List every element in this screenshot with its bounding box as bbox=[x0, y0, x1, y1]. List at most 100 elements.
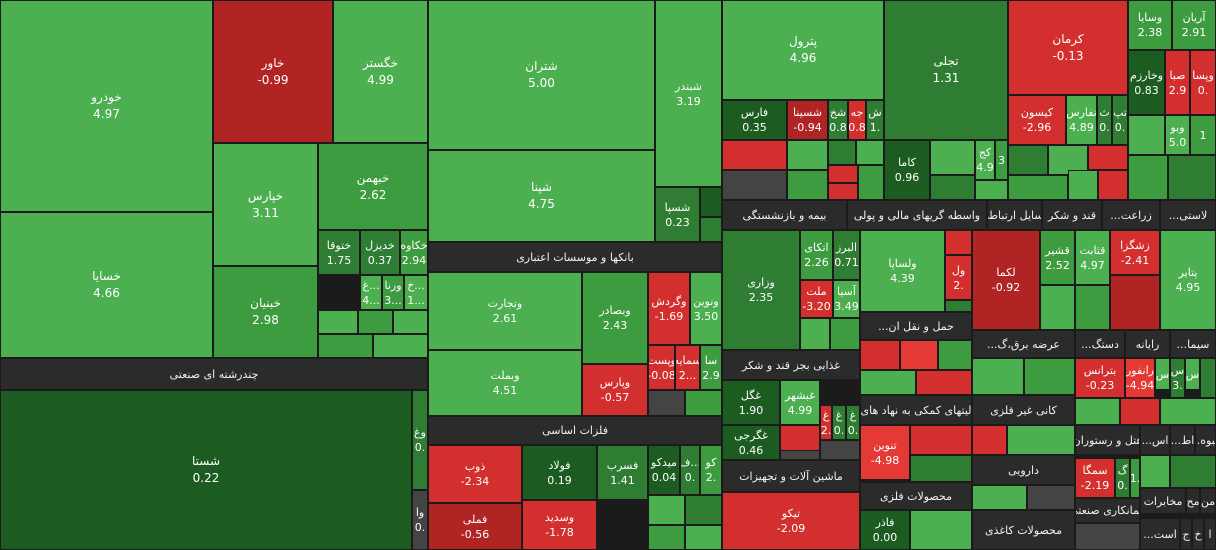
stock-tile[interactable]: وسدید -1.78 bbox=[522, 500, 597, 550]
sector-header: انبوه... bbox=[1195, 425, 1216, 455]
stock-tile[interactable]: گ 0. bbox=[1115, 458, 1130, 498]
stock-tile[interactable]: وپسا 0. bbox=[1190, 50, 1216, 115]
stock-tile[interactable]: البرز 0.71 bbox=[833, 230, 860, 280]
stock-tile[interactable]: خکاوه 2.94 bbox=[400, 230, 428, 275]
stock-tile bbox=[685, 495, 722, 525]
sector-header: اس... bbox=[1140, 425, 1170, 455]
stock-tile[interactable]: کرمان -0.13 bbox=[1008, 0, 1128, 95]
stock-tile[interactable]: غ 0. bbox=[832, 405, 846, 440]
stock-tile[interactable]: غبشهر 4.99 bbox=[780, 380, 820, 425]
stock-tile[interactable]: وزاری 2.35 bbox=[722, 230, 800, 350]
stock-tile[interactable]: آسیا 3.49 bbox=[833, 280, 860, 318]
stock-tile[interactable]: وگردش -1.69 bbox=[648, 272, 690, 345]
sector-header: اط... bbox=[1170, 425, 1195, 455]
stock-symbol: وسایا bbox=[1137, 11, 1163, 24]
stock-tile[interactable]: وبصادر 2.43 bbox=[582, 272, 648, 364]
stock-tile[interactable]: شخ 0.8 bbox=[828, 100, 848, 140]
stock-tile[interactable]: 3 bbox=[995, 140, 1008, 180]
stock-change: 2.52 bbox=[1045, 258, 1070, 272]
stock-tile[interactable]: پتایر 4.95 bbox=[1160, 230, 1216, 330]
stock-tile[interactable]: وا 0. bbox=[412, 490, 428, 550]
stock-tile[interactable]: اتکای 2.26 bbox=[800, 230, 833, 280]
stock-tile[interactable]: تیکو -2.09 bbox=[722, 492, 860, 550]
stock-tile[interactable]: غگل 1.90 bbox=[722, 380, 780, 425]
stock-tile[interactable]: تجلی 1.31 bbox=[884, 0, 1008, 140]
stock-tile[interactable]: شسپا 0.23 bbox=[655, 187, 700, 242]
stock-tile[interactable]: فملی -0.56 bbox=[428, 503, 522, 550]
stock-tile[interactable]: شبندر 3.19 bbox=[655, 0, 722, 187]
stock-tile[interactable]: سمایه2... bbox=[675, 345, 700, 390]
stock-tile[interactable]: قثابت 4.97 bbox=[1075, 230, 1110, 285]
stock-tile[interactable]: ف... 0. bbox=[680, 445, 700, 495]
stock-tile[interactable]: آریان 2.91 bbox=[1172, 0, 1216, 50]
stock-tile bbox=[830, 318, 860, 350]
stock-tile[interactable]: وسایا 2.38 bbox=[1128, 0, 1172, 50]
stock-tile[interactable]: خپارس 3.11 bbox=[213, 143, 318, 266]
stock-tile[interactable]: لکما -0.92 bbox=[972, 230, 1040, 330]
stock-tile[interactable]: کاما 0.96 bbox=[884, 140, 930, 200]
stock-tile[interactable]: ملت -3.20 bbox=[800, 280, 833, 318]
stock-tile[interactable]: س bbox=[1185, 358, 1200, 390]
stock-tile[interactable]: سمگا -2.19 bbox=[1075, 458, 1115, 498]
stock-tile[interactable]: خبنیان 2.98 bbox=[213, 266, 318, 358]
stock-tile[interactable]: وبملت 4.51 bbox=[428, 350, 582, 416]
stock-tile[interactable]: غ 0. bbox=[846, 405, 860, 440]
stock-tile[interactable]: وبو 5.0 bbox=[1165, 115, 1190, 155]
stock-tile[interactable]: کج 4.9 bbox=[975, 140, 995, 180]
stock-tile[interactable]: شپنا 4.75 bbox=[428, 150, 655, 242]
stock-tile[interactable]: وغ 0. bbox=[412, 390, 428, 490]
stock-tile[interactable]: بترانس -0.23 bbox=[1075, 358, 1125, 398]
stock-tile[interactable]: خگستر 4.99 bbox=[333, 0, 428, 143]
stock-tile[interactable]: ذوب -2.34 bbox=[428, 445, 522, 503]
stock-tile[interactable]: کیسون -2.96 bbox=[1008, 95, 1066, 145]
stock-tile[interactable]: فارس 0.35 bbox=[722, 100, 787, 140]
stock-tile[interactable]: فاذر 0.00 bbox=[860, 510, 910, 550]
stock-tile[interactable]: تپ 0. bbox=[1112, 95, 1128, 145]
stock-tile[interactable]: ختوقا 1.75 bbox=[318, 230, 360, 275]
stock-tile[interactable]: پترول 4.96 bbox=[722, 0, 884, 100]
stock-tile[interactable]: خ... 1... bbox=[404, 275, 428, 310]
stock-tile[interactable]: 1. bbox=[1130, 458, 1140, 498]
stock-tile[interactable]: وپارس -0.57 bbox=[582, 364, 648, 416]
stock-tile[interactable]: سا 2.9 bbox=[700, 345, 722, 390]
stock-tile[interactable]: کو 2. bbox=[700, 445, 722, 495]
stock-tile[interactable]: فسرب 1.41 bbox=[597, 445, 648, 500]
stock-tile[interactable]: تفارس 4.89 bbox=[1066, 95, 1097, 145]
stock-tile[interactable]: ونوین 3.50 bbox=[690, 272, 722, 345]
stock-tile[interactable]: خبهمن 2.62 bbox=[318, 143, 428, 230]
stock-tile[interactable]: ورنا 3... bbox=[382, 275, 404, 310]
stock-tile[interactable]: س 3. bbox=[1170, 358, 1185, 398]
stock-tile[interactable]: ش 1. bbox=[866, 100, 884, 140]
stock-tile bbox=[1128, 115, 1165, 155]
sector-header: رایانه bbox=[1125, 330, 1170, 358]
stock-tile[interactable]: جه 0.8 bbox=[848, 100, 866, 140]
stock-tile[interactable]: رانفور -4.94 bbox=[1125, 358, 1155, 398]
stock-tile[interactable]: خاور -0.99 bbox=[213, 0, 333, 143]
stock-tile[interactable]: وپست -0.08 bbox=[648, 345, 675, 390]
stock-tile[interactable]: شتران 5.00 bbox=[428, 0, 655, 150]
stock-tile[interactable]: خسایا 4.66 bbox=[0, 212, 213, 358]
stock-tile[interactable]: شسینا -0.94 bbox=[787, 100, 828, 140]
stock-symbol: کو bbox=[705, 456, 717, 469]
sector-header: زراعت... bbox=[1102, 200, 1160, 230]
stock-tile[interactable]: صبا 2.9 bbox=[1165, 50, 1190, 115]
stock-tile[interactable]: ولساپا 4.39 bbox=[860, 230, 945, 312]
stock-tile[interactable]: خودرو 4.97 bbox=[0, 0, 213, 212]
stock-symbol: ولساپا bbox=[888, 257, 917, 270]
stock-tile[interactable]: غ... 4... bbox=[360, 275, 382, 310]
stock-tile[interactable]: وتجارت 2.61 bbox=[428, 272, 582, 350]
stock-tile[interactable]: غگرجی 0.46 bbox=[722, 425, 780, 460]
stock-tile[interactable]: خدیزل 0.37 bbox=[360, 230, 400, 275]
stock-tile[interactable]: ث 0. bbox=[1097, 95, 1112, 145]
stock-tile[interactable]: س bbox=[1155, 358, 1170, 390]
stock-tile[interactable]: وخارزم 0.83 bbox=[1128, 50, 1165, 115]
stock-tile[interactable]: تنوین -4.98 bbox=[860, 425, 910, 480]
stock-tile[interactable]: غ 2. bbox=[820, 405, 832, 440]
stock-tile[interactable]: 1 bbox=[1190, 115, 1216, 155]
stock-tile[interactable]: میدکو 0.04 bbox=[648, 445, 680, 495]
stock-tile[interactable]: فولاد 0.19 bbox=[522, 445, 597, 500]
stock-tile[interactable]: زشگزا -2.41 bbox=[1110, 230, 1160, 275]
stock-tile[interactable]: ول 2. bbox=[945, 255, 972, 300]
stock-tile[interactable]: قشیر 2.52 bbox=[1040, 230, 1075, 285]
stock-tile[interactable]: شستا 0.22 bbox=[0, 390, 412, 550]
